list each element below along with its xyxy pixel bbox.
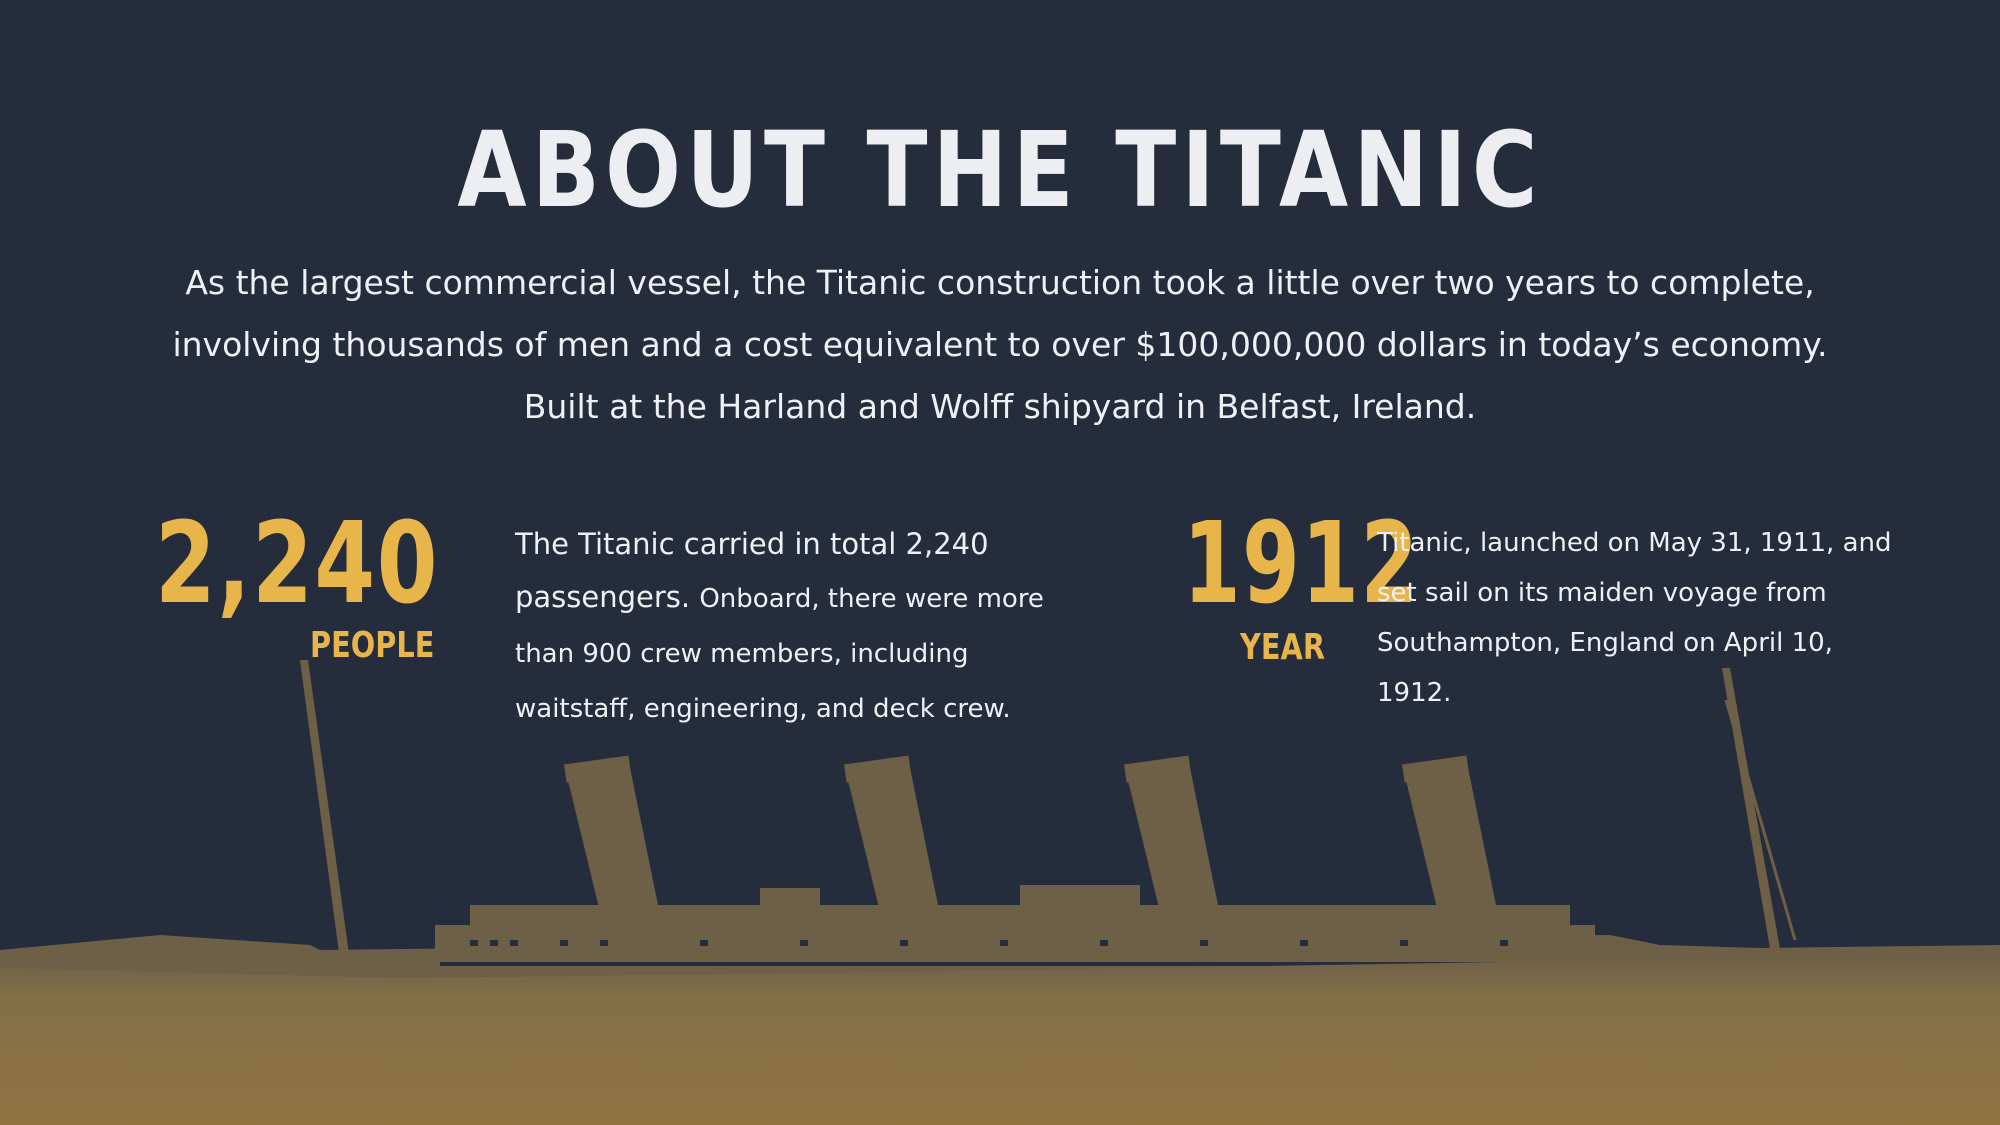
- year-number: 1912: [1183, 499, 1420, 629]
- people-description: The Titanic carried in total 2,240 passe…: [515, 518, 1075, 736]
- intro-paragraph: As the largest commercial vessel, the Ti…: [172, 263, 1828, 426]
- people-label: PEOPLE: [310, 625, 435, 666]
- people-count: 2,240: [155, 499, 440, 629]
- people-description-lead: The Titanic carried in total 2,240 passe…: [515, 527, 989, 614]
- page-title: ABOUT THE TITANIC: [457, 109, 1543, 231]
- year-description: Titanic, launched on May 31, 1911, and s…: [1377, 528, 1892, 708]
- fore-mast: [300, 660, 352, 975]
- funnels: [564, 755, 1496, 912]
- people-description-rest: Onboard, there were more than 900 crew m…: [515, 584, 1044, 724]
- year-label: YEAR: [1240, 627, 1325, 668]
- ground: [0, 958, 2000, 1125]
